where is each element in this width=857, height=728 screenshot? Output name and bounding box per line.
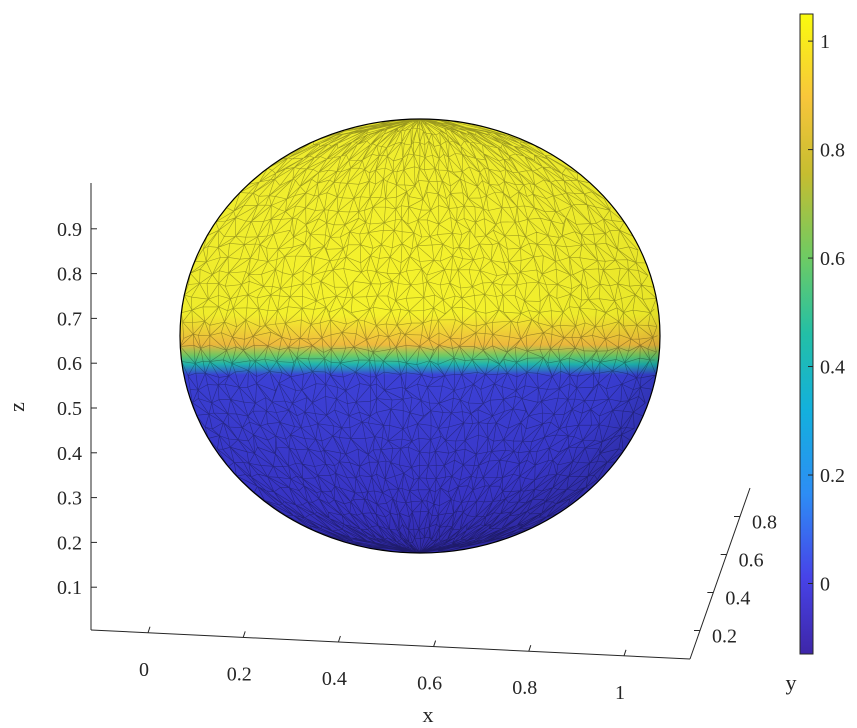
sphere-outline [179,118,661,554]
z-tick-label: 0.7 [57,308,82,330]
z-tick-marks: 0.1 0.2 0.3 0.4 0.5 0.6 0.7 0.8 0.9 [57,219,97,599]
y-tick-marks: 0.2 0.4 0.6 0.8 [694,512,777,648]
z-tick-label: 0.5 [57,398,82,420]
y-tick-label: 0.8 [752,512,777,534]
x-tick [337,635,341,643]
x-axis-line [90,629,691,660]
y-tick-label: 0.2 [712,626,737,648]
colorbar-tick-label: 0.4 [820,357,845,379]
x-tick-label: 1 [615,682,625,704]
colorbar-tick-label: 1 [820,31,830,53]
colorbar-ticks: 0 0.2 0.4 0.6 0.8 1 [808,31,845,595]
y-axis-title: y [786,670,797,695]
y-tick-label: 0.4 [725,588,750,610]
x-axis-title: x [423,702,434,727]
z-axis-title: z [4,402,29,412]
x-tick [433,640,437,647]
z-tick-label: 0.2 [57,532,82,554]
z-tick-label: 0.1 [57,577,82,599]
colorbar-tick-label: 0 [820,573,830,595]
colorbar-tick-label: 0.2 [820,465,845,487]
x-tick-marks: 0 0.2 0.4 0.6 0.8 1 [139,626,627,704]
z-tick-label: 0.8 [57,264,82,286]
y-tick-label: 0.6 [739,550,764,572]
colorbar-tick-label: 0.8 [820,140,845,162]
x-tick [623,649,627,656]
x-tick-label: 0.4 [322,668,347,690]
colorbar-gradient [799,13,814,655]
colorbar: 0 0.2 0.4 0.6 0.8 1 [799,13,845,655]
z-tick-label: 0.3 [57,488,82,510]
colorbar-tick-label: 0.6 [820,248,845,270]
x-tick [528,645,532,652]
x-tick [242,631,246,638]
x-tick [147,626,151,633]
x-tick-label: 0.2 [227,663,252,685]
sphere-surface [179,118,661,554]
x-tick-label: 0 [139,659,149,681]
axes-box: 0 0.2 0.4 0.6 0.8 1 0.2 0.4 0.6 0.8 0.1 0.2 0.3 0.4… [57,183,777,704]
z-tick-label: 0.4 [57,443,82,465]
x-tick-label: 0.8 [512,677,537,699]
sphere-shading [180,119,660,553]
x-tick-label: 0.6 [417,673,442,695]
z-tick-label: 0.9 [57,219,82,241]
z-tick-label: 0.6 [57,353,82,375]
